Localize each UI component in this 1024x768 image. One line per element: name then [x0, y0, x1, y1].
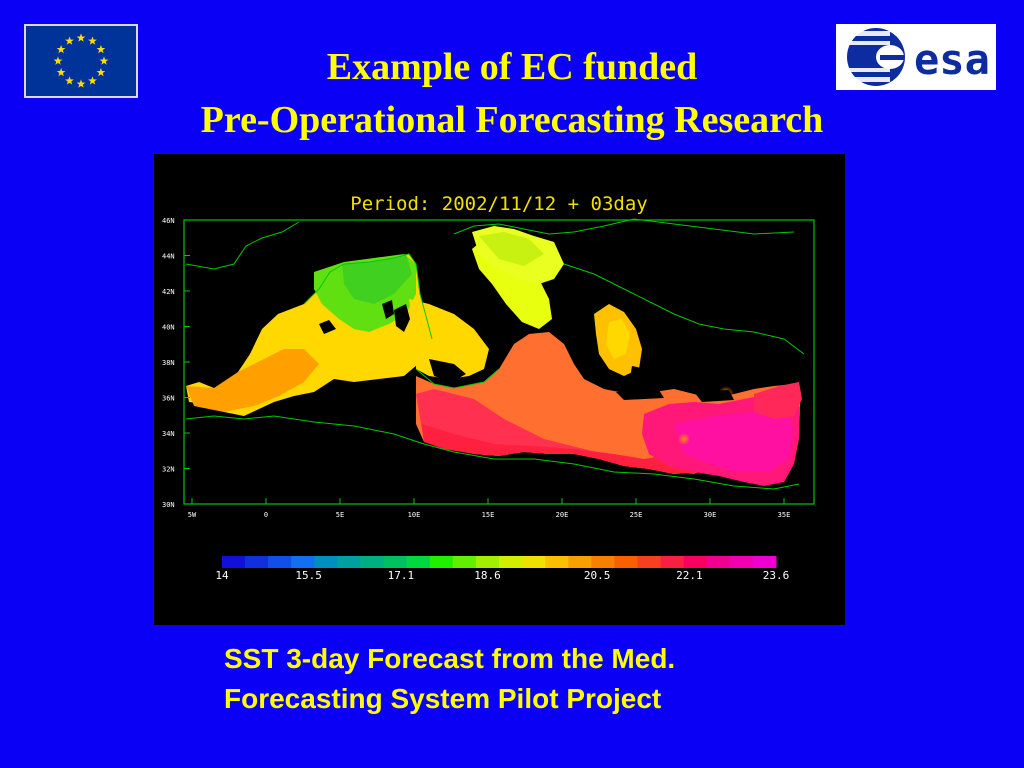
lon-tick-label: 5E	[336, 511, 344, 519]
lat-tick-label: 32N	[162, 466, 175, 474]
lon-tick-label: 25E	[630, 511, 643, 519]
lat-tick-label: 40N	[162, 324, 175, 332]
eu-star-icon	[56, 67, 66, 77]
esa-swirl-icon	[840, 28, 905, 86]
colorbar-swatch	[268, 556, 292, 568]
lon-tick-label: 5W	[188, 511, 197, 519]
colorbar-swatch	[406, 556, 431, 568]
colorbar-swatch	[752, 556, 777, 568]
eu-star-icon	[99, 56, 109, 65]
eu-star-icon	[88, 36, 97, 45]
period-label: Period: 2002/11/12 + 03day	[350, 193, 647, 215]
colorbar-labels: 14 15.5 17.1 18.6 20.5 22.1 23.6	[215, 569, 789, 582]
eu-stars-icon	[53, 33, 109, 88]
colorbar-swatch	[475, 556, 500, 568]
coastlines	[185, 218, 805, 490]
colorbar-swatch	[383, 556, 408, 568]
lat-tick-label: 30N	[162, 501, 175, 509]
colorbar-swatch	[591, 556, 615, 568]
lon-tick-label: 30E	[704, 511, 717, 519]
lat-tick-label: 38N	[162, 359, 175, 367]
lon-tick-label: 20E	[556, 511, 569, 519]
slide-title-line2: Pre-Operational Forecasting Research	[200, 99, 824, 141]
eu-star-icon	[65, 36, 74, 45]
eu-star-icon	[96, 67, 106, 77]
lat-tick-label: 44N	[162, 253, 175, 261]
caption-line1: SST 3-day Forecast from the Med.	[224, 643, 676, 674]
longitude-axis: 5W 0 5E 10E 15E 20E 25E 30E 35E	[188, 498, 791, 519]
lon-tick-label: 35E	[778, 511, 791, 519]
lat-tick-label: 42N	[162, 288, 175, 296]
lon-tick-label: 15E	[482, 511, 495, 519]
lat-tick-label: 34N	[162, 430, 175, 438]
lat-tick-label: 36N	[162, 395, 175, 403]
colorbar-label: 18.6	[474, 569, 501, 582]
latitude-axis: 46N 44N 42N 40N 38N 36N 34N 32N 30N	[162, 217, 190, 509]
land-masks	[319, 300, 734, 402]
colorbar-swatch	[706, 556, 731, 568]
colorbar-swatch	[452, 556, 477, 568]
colorbar-swatch	[568, 556, 592, 568]
colorbar-swatch	[429, 556, 454, 568]
lon-tick-label: 10E	[408, 511, 421, 519]
colorbar-swatch	[729, 556, 754, 568]
colorbar-swatch	[245, 556, 269, 568]
colorbar-swatch	[660, 556, 685, 568]
colorbar-swatch	[545, 556, 569, 568]
eu-star-icon	[56, 44, 66, 54]
colorbar-swatch	[522, 556, 546, 568]
colorbar-label: 17.1	[388, 569, 415, 582]
colorbar-label: 14	[215, 569, 229, 582]
lat-tick-label: 46N	[162, 217, 175, 225]
sst-map: Period: 2002/11/12 + 03day	[162, 193, 815, 582]
colorbar-swatch	[291, 556, 315, 568]
colorbar	[222, 556, 777, 568]
colorbar-swatch	[637, 556, 662, 568]
colorbar-swatch	[499, 556, 523, 568]
colorbar-label: 22.1	[676, 569, 703, 582]
colorbar-swatch	[314, 556, 338, 568]
colorbar-swatch	[222, 556, 246, 568]
lon-tick-label: 0	[264, 511, 268, 519]
eu-star-icon	[76, 79, 86, 88]
colorbar-label: 15.5	[295, 569, 322, 582]
sea-temperature-field	[186, 226, 802, 486]
slide-title-line1: Example of EC funded	[326, 46, 698, 88]
colorbar-label: 23.6	[763, 569, 790, 582]
sst-forecast-figure: Period: 2002/11/12 + 03day	[154, 154, 845, 625]
esa-logo-text: esa	[914, 35, 990, 84]
colorbar-label: 20.5	[584, 569, 611, 582]
eu-star-icon	[65, 76, 74, 85]
eu-star-icon	[88, 76, 97, 85]
eu-star-icon	[53, 56, 63, 65]
eu-star-icon	[96, 44, 106, 54]
caption-line2: Forecasting System Pilot Project	[224, 683, 662, 714]
esa-logo: esa	[836, 24, 996, 90]
eu-flag-logo	[24, 24, 138, 98]
colorbar-swatch	[360, 556, 385, 568]
colorbar-swatch	[683, 556, 708, 568]
eu-star-icon	[76, 33, 86, 42]
colorbar-swatch	[337, 556, 361, 568]
colorbar-swatch	[614, 556, 638, 568]
